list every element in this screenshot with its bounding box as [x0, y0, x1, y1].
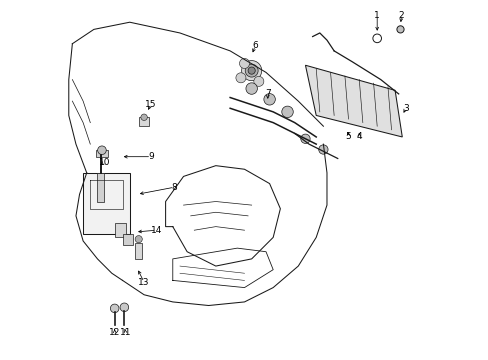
Circle shape	[300, 134, 309, 143]
Text: 15: 15	[144, 100, 156, 109]
Circle shape	[396, 26, 403, 33]
Bar	[139, 117, 149, 126]
Text: 3: 3	[402, 104, 408, 113]
Polygon shape	[115, 223, 126, 237]
Bar	[135, 243, 142, 259]
Circle shape	[110, 304, 119, 313]
Text: 4: 4	[356, 132, 361, 141]
Text: 5: 5	[345, 132, 351, 141]
Text: 10: 10	[99, 158, 110, 167]
Text: 1: 1	[373, 10, 379, 19]
Circle shape	[244, 64, 258, 77]
Text: 8: 8	[171, 183, 177, 192]
Circle shape	[235, 73, 245, 83]
Text: 2: 2	[398, 10, 404, 19]
Circle shape	[241, 60, 261, 81]
Text: 13: 13	[138, 278, 149, 287]
Bar	[97, 173, 104, 202]
Circle shape	[135, 235, 142, 243]
Circle shape	[253, 76, 264, 86]
Text: 11: 11	[120, 328, 131, 337]
Polygon shape	[305, 65, 402, 137]
Circle shape	[239, 58, 249, 68]
Polygon shape	[83, 173, 129, 234]
Text: 12: 12	[109, 328, 120, 337]
Text: 14: 14	[151, 226, 162, 235]
Circle shape	[318, 145, 327, 154]
Circle shape	[245, 83, 257, 94]
Text: 9: 9	[148, 152, 154, 161]
Text: 6: 6	[252, 41, 258, 50]
Circle shape	[264, 94, 275, 105]
Text: 7: 7	[264, 89, 270, 98]
Polygon shape	[122, 234, 133, 244]
Bar	[96, 150, 108, 157]
Circle shape	[247, 67, 255, 74]
Circle shape	[98, 146, 106, 154]
Circle shape	[281, 106, 293, 118]
Circle shape	[120, 303, 128, 312]
Circle shape	[141, 114, 147, 121]
